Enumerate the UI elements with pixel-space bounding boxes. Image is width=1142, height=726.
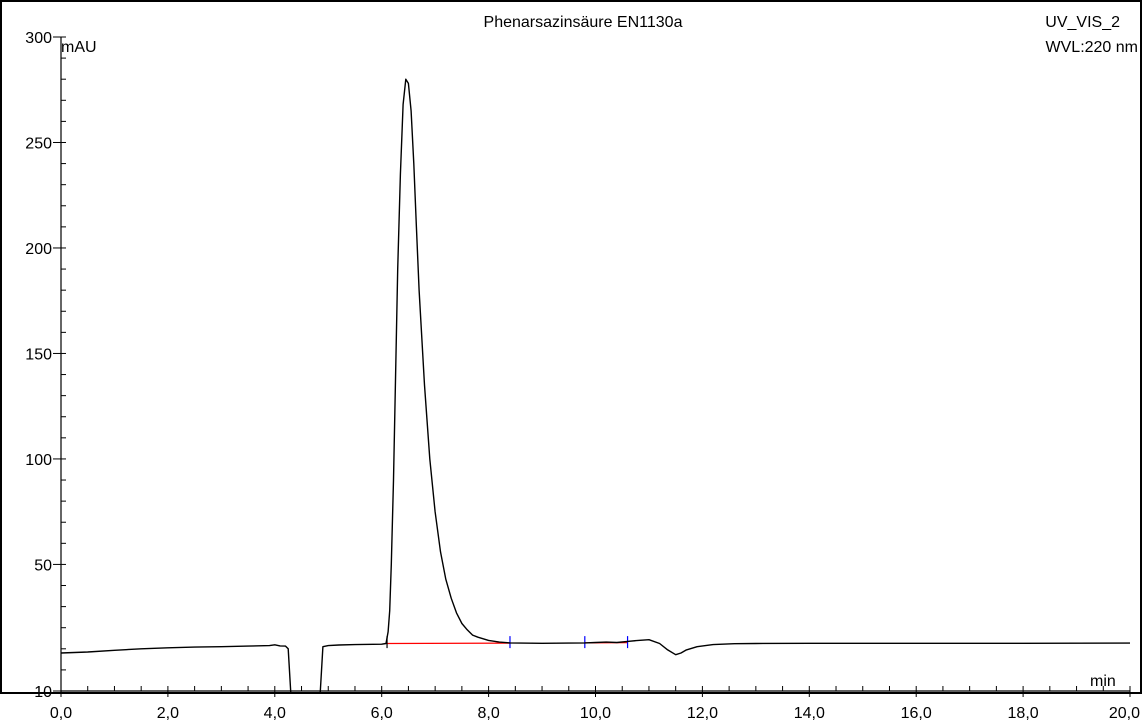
x-axis-ticks: 0,0 2,0 4,0 6,0 8,0 10,0 12,0 14,0 16,0 18,0 20,0 bbox=[50, 691, 1140, 722]
x-tick-label: 12,0 bbox=[687, 705, 718, 722]
x-tick-label: 8,0 bbox=[477, 705, 499, 722]
x-tick-label: 2,0 bbox=[157, 705, 179, 722]
peak-delimiter-markers bbox=[386, 636, 629, 649]
x-axis-unit-label: min bbox=[1090, 673, 1116, 690]
x-tick-label: 4,0 bbox=[264, 705, 286, 722]
chromatogram-trace bbox=[60, 78, 1131, 694]
y-tick-label: -10 bbox=[29, 684, 52, 701]
y-tick-label: 300 bbox=[25, 30, 52, 47]
y-axis-ticks: -10 50 100 150 200 250 300 bbox=[25, 30, 61, 701]
y-axis-minor-ticks bbox=[61, 36, 66, 671]
chart-title: Phenarsazinsäure EN1130a bbox=[484, 14, 683, 31]
channel-label: UV_VIS_2 bbox=[1045, 14, 1120, 31]
x-tick-label: 10,0 bbox=[580, 705, 611, 722]
x-tick-label: 16,0 bbox=[901, 705, 932, 722]
y-axis-unit-label: mAU bbox=[61, 39, 97, 56]
x-tick-label: 0,0 bbox=[50, 705, 72, 722]
y-tick-label: 100 bbox=[25, 452, 52, 469]
y-tick-label: 200 bbox=[25, 241, 52, 258]
x-axis-minor-ticks bbox=[60, 686, 1131, 691]
y-tick-label: 150 bbox=[25, 346, 52, 363]
x-tick-label: 6,0 bbox=[371, 705, 393, 722]
x-tick-label: 14,0 bbox=[794, 705, 825, 722]
x-tick-label: 20,0 bbox=[1109, 705, 1140, 722]
y-tick-label: 250 bbox=[25, 135, 52, 152]
wavelength-label: WVL:220 nm bbox=[1046, 39, 1138, 56]
chromatogram-traces bbox=[60, 78, 1131, 694]
x-tick-label: 18,0 bbox=[1008, 705, 1039, 722]
y-tick-label: 50 bbox=[34, 557, 52, 574]
plot-frame bbox=[0, 0, 1142, 694]
